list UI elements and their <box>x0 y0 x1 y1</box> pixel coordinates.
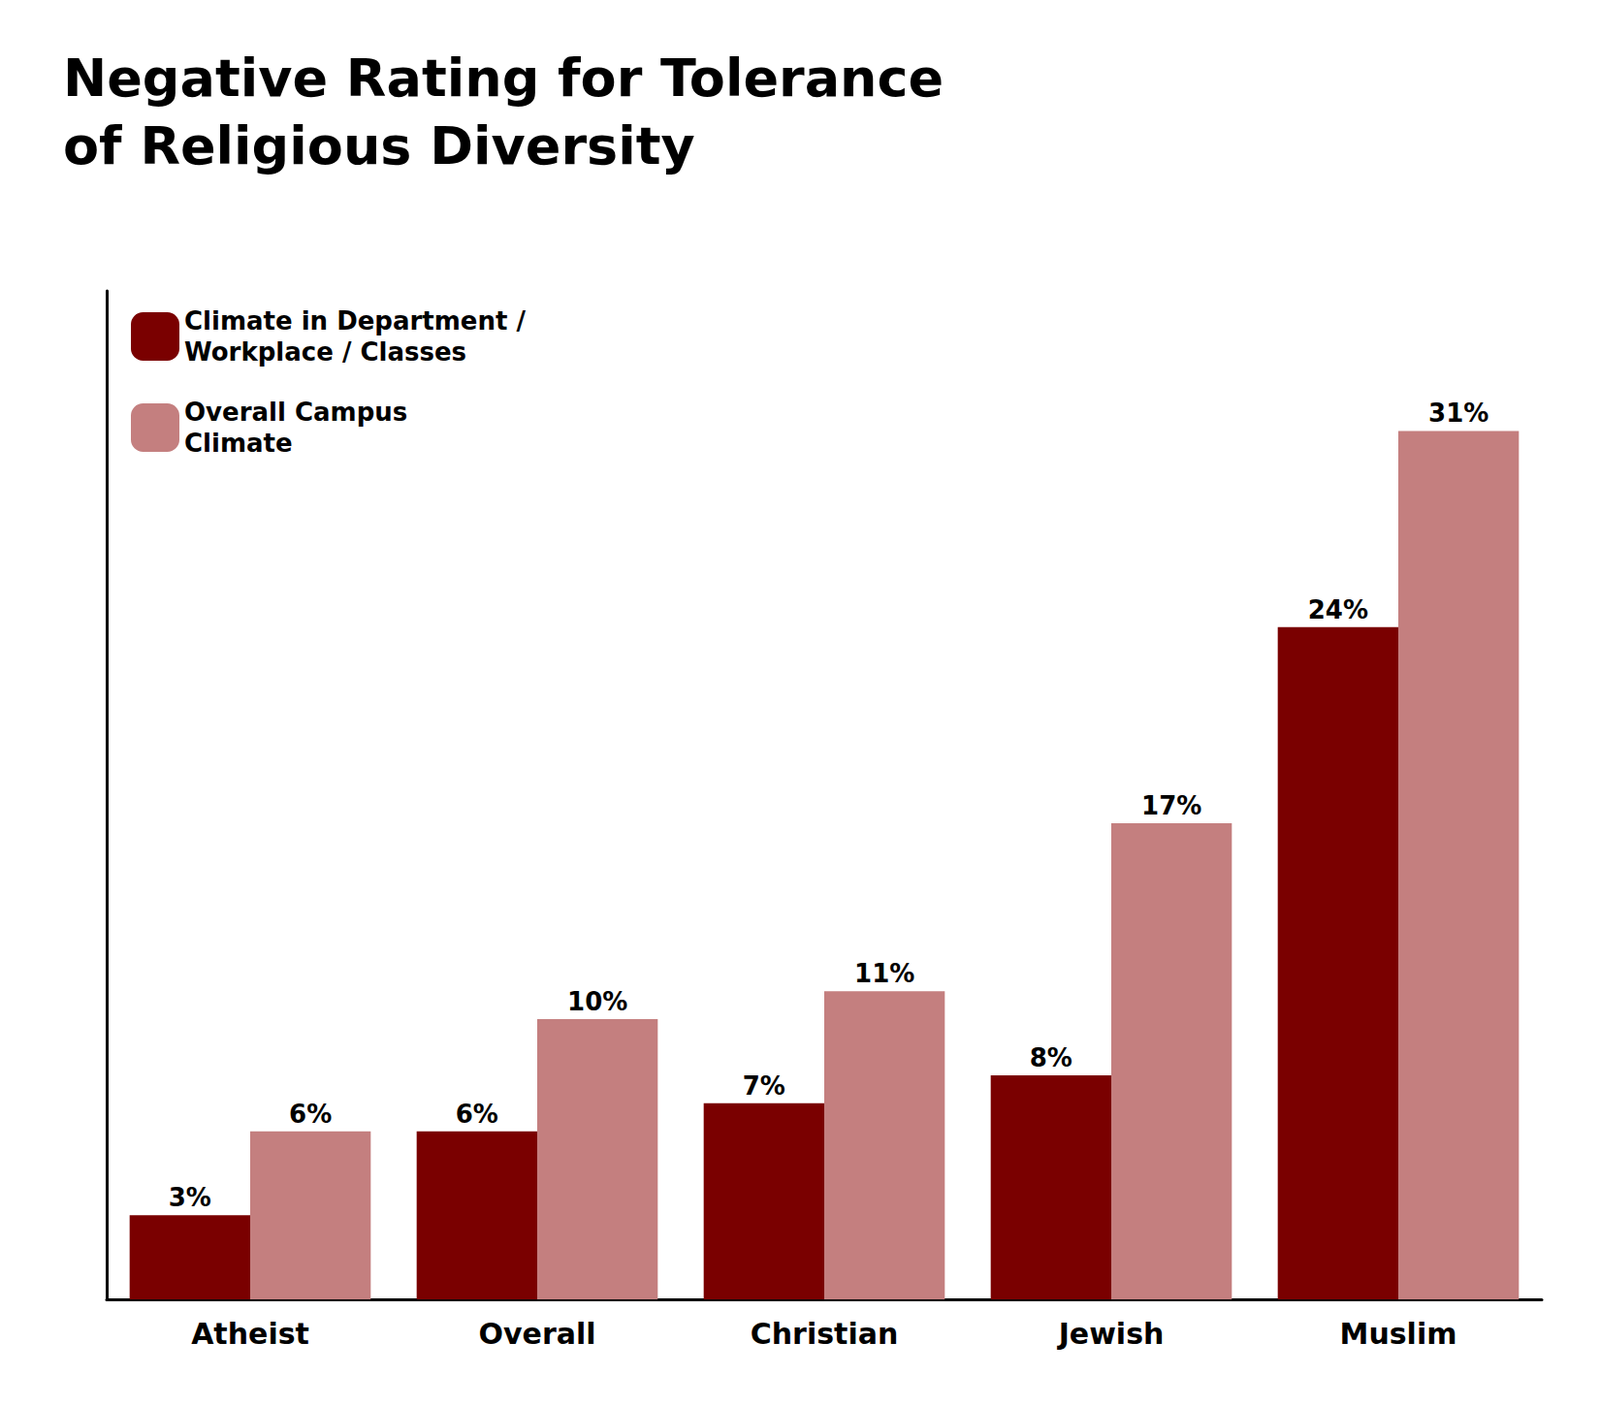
svg-text:of Religious Diversity: of Religious Diversity <box>63 115 696 177</box>
svg-text:8%: 8% <box>1029 1043 1073 1073</box>
svg-text:Muslim: Muslim <box>1340 1316 1458 1351</box>
svg-text:3%: 3% <box>168 1183 212 1213</box>
svg-text:Christian: Christian <box>750 1316 899 1351</box>
svg-text:24%: 24% <box>1308 595 1369 625</box>
svg-text:11%: 11% <box>854 959 915 989</box>
svg-text:Overall Campus: Overall Campus <box>184 397 408 427</box>
svg-text:17%: 17% <box>1141 791 1202 821</box>
svg-text:6%: 6% <box>288 1099 332 1129</box>
svg-text:31%: 31% <box>1428 398 1489 428</box>
svg-text:6%: 6% <box>455 1099 499 1129</box>
svg-text:Climate in Department /: Climate in Department / <box>184 306 526 336</box>
svg-text:Negative Rating for Tolerance: Negative Rating for Tolerance <box>63 47 944 109</box>
svg-text:Overall: Overall <box>478 1316 596 1351</box>
svg-text:Jewish: Jewish <box>1056 1316 1165 1351</box>
svg-text:7%: 7% <box>742 1071 786 1101</box>
svg-text:Climate: Climate <box>184 428 293 458</box>
svg-text:Workplace / Classes: Workplace / Classes <box>184 337 467 367</box>
svg-text:10%: 10% <box>567 987 628 1017</box>
svg-text:Atheist: Atheist <box>191 1316 310 1351</box>
